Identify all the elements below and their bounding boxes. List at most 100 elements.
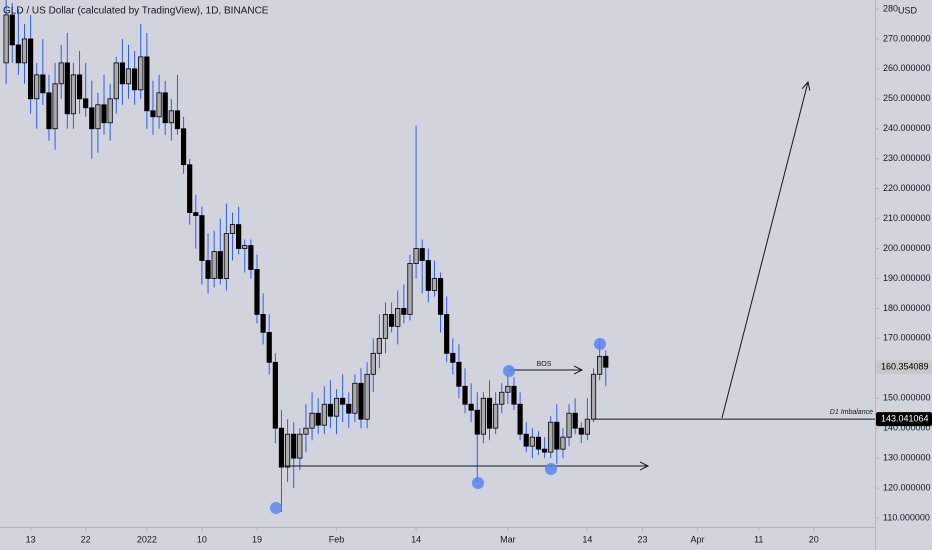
candle-body (578, 427, 584, 435)
candle-body (83, 98, 89, 109)
candle-body (150, 110, 156, 118)
candle-body (9, 14, 15, 46)
candle-body (413, 248, 419, 264)
candle-body (260, 314, 266, 333)
target-arrow (721, 82, 808, 419)
candle-body (3, 14, 9, 64)
candle-body (125, 68, 132, 85)
y-tick-label: 150.000000 (883, 393, 931, 403)
price-label: 143.041064 (881, 413, 929, 423)
candle-body (535, 436, 542, 450)
y-tick-label: 200.000000 (883, 243, 931, 253)
candle-body (113, 62, 119, 100)
candle-body (517, 403, 523, 435)
candle-body (21, 38, 28, 64)
candle-body (217, 251, 223, 279)
candle-body (40, 74, 46, 94)
y-tick-label: 250.000000 (883, 93, 931, 103)
candle-body (187, 164, 193, 213)
candle-body (180, 128, 187, 166)
x-tick-label: 2022 (137, 534, 157, 544)
candle-body (107, 98, 113, 124)
y-tick-label: 260.000000 (883, 63, 931, 73)
y-tick-label: 110.000000 (883, 512, 930, 522)
candle-body (499, 391, 505, 405)
candle-body (395, 308, 401, 327)
candle-body (15, 44, 21, 64)
candle-body (303, 427, 309, 435)
candle-body (248, 245, 254, 270)
candle-body (34, 74, 40, 100)
candle-body (370, 352, 376, 375)
candle-body (138, 56, 144, 91)
candle-body (541, 448, 548, 453)
candle-body (431, 278, 438, 291)
candle-body (597, 355, 603, 375)
candle-body (346, 403, 352, 414)
x-tick-label: 19 (252, 534, 262, 544)
swing-circle (594, 338, 606, 350)
swing-circle (545, 463, 557, 475)
candle-body (297, 433, 303, 459)
candle-body (560, 436, 566, 450)
candle-body (327, 403, 334, 417)
price-label-box (876, 412, 932, 427)
y-tick-label: 190.000000 (883, 273, 931, 283)
y-tick-label: 210.000000 (883, 213, 931, 223)
candle-body (352, 382, 358, 414)
candle-body (364, 373, 370, 420)
candle-body (101, 104, 107, 124)
chart-title: GLD / US Dollar (calculated by TradingVi… (3, 6, 269, 17)
candle-body (211, 251, 217, 279)
x-tick-label: Mar (500, 534, 516, 544)
swing-circle (503, 365, 515, 377)
y-tick-label: 270.000000 (883, 33, 931, 43)
x-tick-label: 14 (582, 534, 592, 544)
candle-body (229, 224, 236, 234)
candle-body (584, 418, 591, 435)
candle-body (315, 412, 321, 426)
candle-body (205, 260, 211, 279)
candle-body (168, 110, 174, 124)
y-tick-label: 170.000000 (883, 333, 931, 343)
candle-body (358, 382, 364, 420)
candle-body (52, 83, 58, 130)
candles (3, 0, 609, 513)
candle-body (27, 38, 34, 100)
candle-body (58, 62, 64, 85)
candle-body (132, 68, 138, 91)
x-tick-label: 11 (754, 534, 763, 544)
candle-body (523, 433, 529, 447)
swing-circle (270, 502, 282, 514)
candle-body (572, 412, 578, 429)
candle-body (223, 233, 229, 279)
currency: USD (898, 5, 918, 15)
y-tick-label: 120.000000 (883, 482, 931, 492)
candle-body (76, 74, 83, 100)
candle-body (321, 403, 327, 426)
candle-body (64, 62, 70, 115)
candle-body (89, 107, 95, 130)
candle-body (462, 385, 468, 405)
candle-body (450, 352, 456, 363)
candle-body (278, 427, 285, 468)
y-tick-label: 140.000000 (883, 423, 931, 433)
candle-body (407, 263, 413, 315)
candle-body (340, 397, 346, 405)
candle-body (437, 278, 444, 315)
candle-body (444, 314, 450, 354)
annotation: BOS (537, 361, 552, 368)
candle-body (468, 403, 474, 411)
swing-circle (472, 477, 484, 489)
candle-body (603, 355, 609, 368)
candle-body (309, 412, 315, 429)
candle-body (401, 308, 407, 315)
candle-body (333, 397, 340, 417)
candle-body (199, 215, 205, 261)
candle-body (272, 361, 278, 429)
candle-body (242, 245, 248, 249)
x-tick-label: 14 (411, 534, 421, 544)
candle-body (419, 248, 425, 261)
